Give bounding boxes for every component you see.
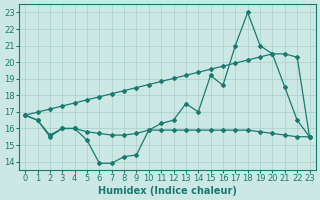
X-axis label: Humidex (Indice chaleur): Humidex (Indice chaleur) bbox=[98, 186, 237, 196]
